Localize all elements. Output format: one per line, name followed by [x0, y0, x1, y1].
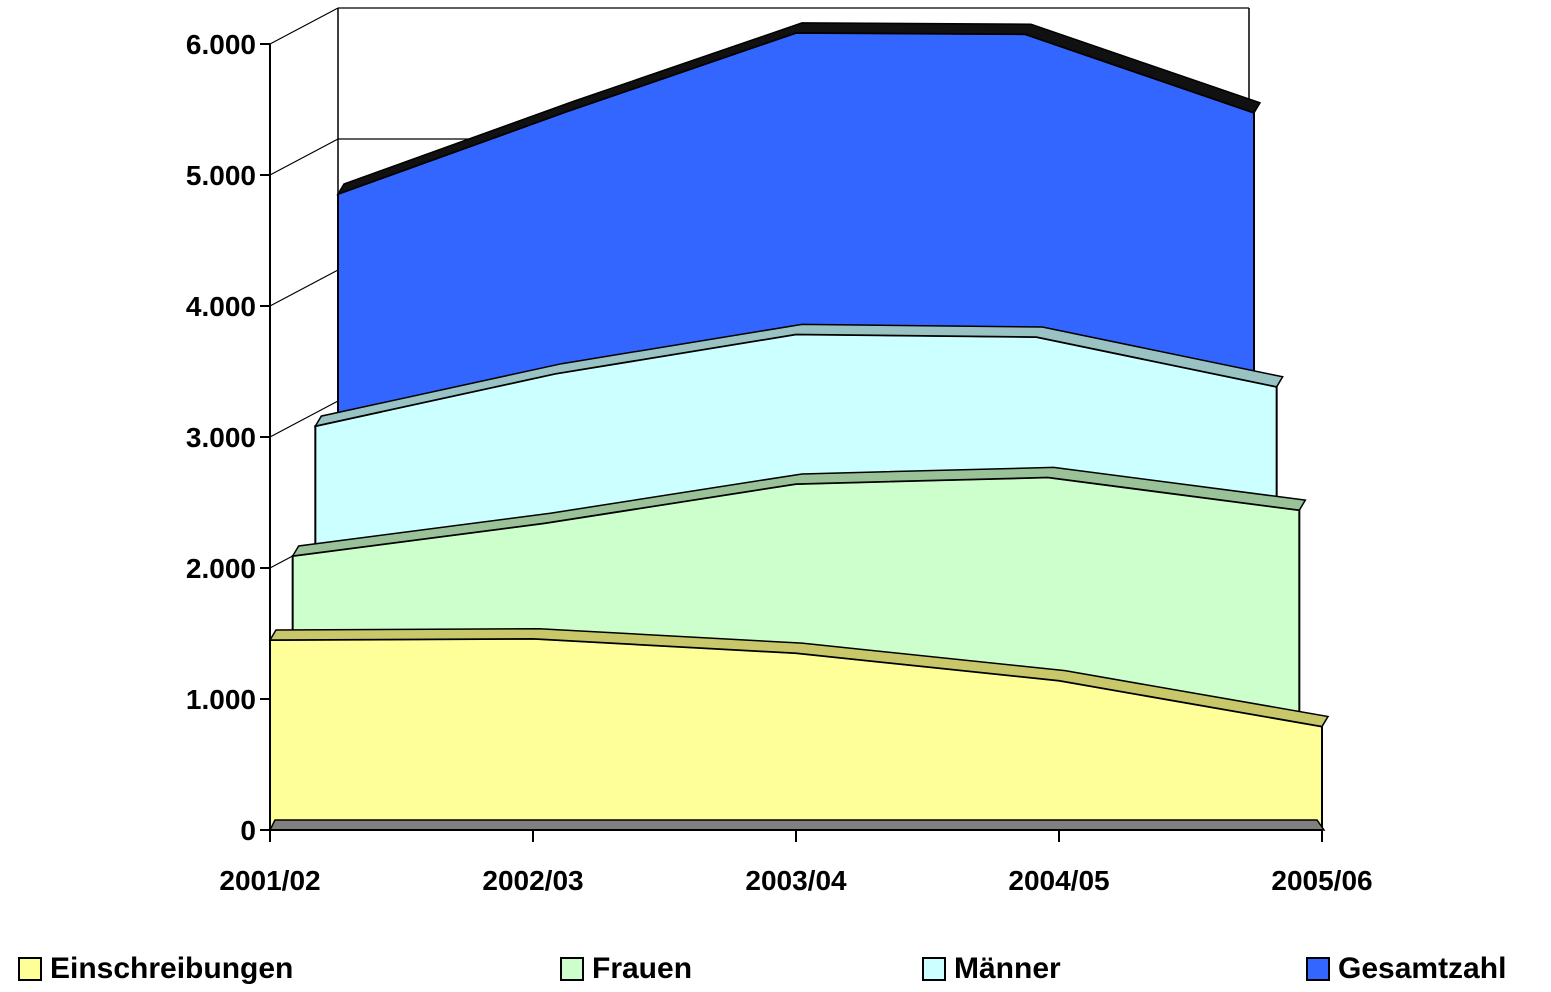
x-tick-label-3: 2004/05: [1008, 865, 1109, 896]
y-tick-label-5: 5.000: [186, 160, 256, 191]
grid-diagonal-5: [269, 138, 339, 176]
grid-diagonal-6: [269, 7, 339, 45]
axes-layer: 0 1.000 2.000 3.000 4.000 5.000 6.000 2001/02 20…: [186, 29, 1373, 896]
y-tick-label-4: 4.000: [186, 291, 256, 322]
x-tick-label-0: 2001/02: [219, 865, 320, 896]
legend-item-männer: Männer: [922, 952, 1061, 986]
x-tick-label-2: 2003/04: [745, 865, 847, 896]
y-tick-label-2: 2.000: [186, 553, 256, 584]
y-tick-label-6: 6.000: [186, 29, 256, 60]
legend-label-frauen: Frauen: [592, 952, 693, 985]
area-top-gesamtzahl: [336, 22, 1262, 196]
area-top-frauen: [291, 466, 1307, 557]
series-einschreibungen: [268, 627, 1330, 831]
legend-label-gesamtzahl: Gesamtzahl: [1338, 952, 1507, 985]
area-chart: 0 1.000 2.000 3.000 4.000 5.000 6.000 2001/02 20…: [186, 7, 1373, 896]
area-top-männer: [313, 323, 1284, 428]
x-tick-label-4: 2005/06: [1271, 865, 1372, 896]
floor: [268, 819, 1326, 831]
x-tick-label-1: 2002/03: [482, 865, 583, 896]
legend-swatch-frauen: [560, 957, 584, 981]
area-top-einschreibungen: [268, 627, 1330, 728]
series-layer: [268, 22, 1330, 831]
legend-swatch-männer: [922, 957, 946, 981]
grid-diagonal-4: [269, 269, 339, 307]
legend-label-einschreibungen: Einschreibungen: [50, 952, 294, 985]
legend-item-gesamtzahl: Gesamtzahl: [1306, 952, 1506, 986]
y-tick-label-0: 0: [240, 815, 256, 846]
y-tick-label-1: 1.000: [186, 684, 256, 715]
legend-item-einschreibungen: Einschreibungen: [18, 952, 293, 986]
legend-swatch-gesamtzahl: [1306, 957, 1330, 981]
legend-swatch-einschreibungen: [18, 957, 42, 981]
legend-item-frauen: Frauen: [560, 952, 692, 986]
y-tick-label-3: 3.000: [186, 422, 256, 453]
legend: Einschreibungen Frauen Männer Gesamtzahl: [0, 948, 1551, 992]
legend-label-männer: Männer: [954, 952, 1061, 985]
grid-diagonal-3: [269, 400, 339, 438]
